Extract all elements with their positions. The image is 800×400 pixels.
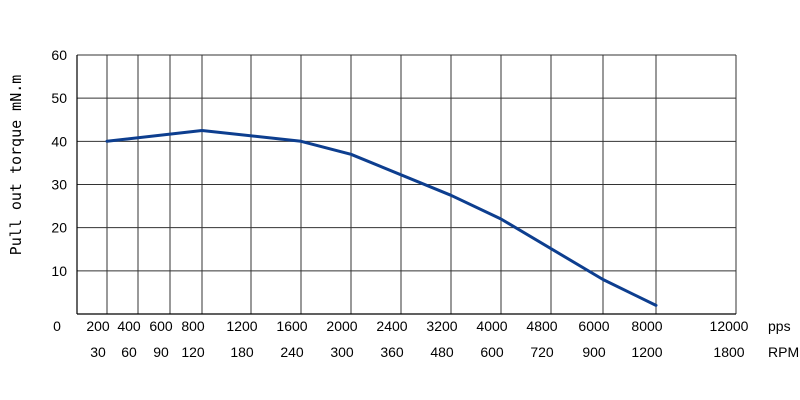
x-tick-label-pps: 200 bbox=[86, 318, 110, 334]
x-tick-label-rpm: 480 bbox=[430, 344, 454, 360]
grid bbox=[77, 54, 737, 314]
x-tick-label-rpm: 1800 bbox=[713, 344, 744, 360]
y-tick-label: 50 bbox=[51, 90, 67, 106]
x-tick-label-rpm: 300 bbox=[330, 344, 354, 360]
x-tick-label-pps: 12000 bbox=[710, 318, 749, 334]
x-tick-label-pps: 1600 bbox=[276, 318, 307, 334]
x-tick-label-pps: 3200 bbox=[426, 318, 457, 334]
y-tick-label: 40 bbox=[51, 133, 67, 149]
x-tick-label-pps: 2000 bbox=[326, 318, 357, 334]
x-tick-label-rpm: 1200 bbox=[631, 344, 662, 360]
y-tick-label: 30 bbox=[51, 177, 67, 193]
x-tick-label-rpm: 180 bbox=[230, 344, 254, 360]
y-axis-label: Pull out torque mN.m bbox=[7, 75, 25, 256]
x-tick-label-pps: 2400 bbox=[376, 318, 407, 334]
x-tick-label-rpm: 90 bbox=[153, 344, 169, 360]
origin-label: 0 bbox=[53, 318, 61, 334]
x-tick-label-rpm: 60 bbox=[121, 344, 137, 360]
x-unit-pps: pps bbox=[768, 318, 791, 334]
x-tick-label-pps: 600 bbox=[149, 318, 173, 334]
x-tick-label-pps: 4000 bbox=[476, 318, 507, 334]
y-tick-label: 20 bbox=[51, 220, 67, 236]
x-tick-label-rpm: 720 bbox=[530, 344, 554, 360]
x-tick-label-rpm: 240 bbox=[280, 344, 304, 360]
x-tick-label-rpm: 120 bbox=[181, 344, 205, 360]
x-tick-label-pps: 8000 bbox=[631, 318, 662, 334]
x-tick-label-rpm: 900 bbox=[582, 344, 606, 360]
x-tick-label-rpm: 30 bbox=[90, 344, 106, 360]
x-tick-label-pps: 800 bbox=[181, 318, 205, 334]
series-layer bbox=[105, 129, 658, 307]
x-tick-label-pps: 4800 bbox=[526, 318, 557, 334]
x-tick-label-pps: 1200 bbox=[226, 318, 257, 334]
axes bbox=[76, 55, 736, 315]
x-unit-rpm: RPM bbox=[768, 344, 799, 360]
y-tick-label: 60 bbox=[51, 47, 67, 63]
x-tick-label-pps: 400 bbox=[117, 318, 141, 334]
series-line bbox=[105, 129, 658, 307]
x-tick-label-rpm: 600 bbox=[480, 344, 504, 360]
x-tick-label-pps: 6000 bbox=[578, 318, 609, 334]
y-tick-label: 10 bbox=[51, 263, 67, 279]
x-tick-label-rpm: 360 bbox=[380, 344, 404, 360]
